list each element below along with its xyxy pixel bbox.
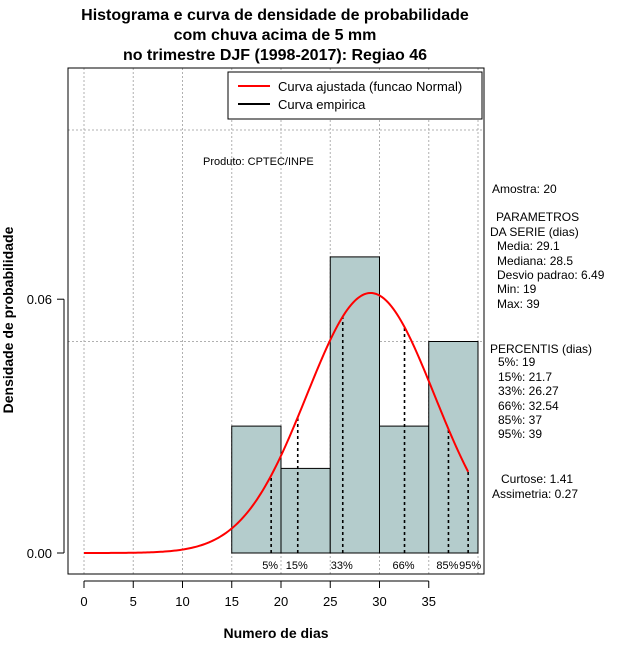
- percentile-33: 33%: 26.27: [498, 384, 559, 398]
- percentile-labels: 5% 15% 33% 66% 85% 95%: [262, 560, 481, 572]
- percentile-lines: [270, 316, 469, 553]
- x-tick-label: 20: [274, 594, 288, 609]
- statistics-panel: Amostra: 20 PARAMETROS DA SERIE (dias) M…: [490, 182, 605, 501]
- normal-fit-curve: [84, 291, 470, 554]
- histogram-bars: [231, 256, 479, 554]
- legend-fit-label: Curva ajustada (funcao Normal): [278, 79, 462, 94]
- percentile-label: 85%: [436, 560, 458, 572]
- x-tick-label: 10: [175, 594, 189, 609]
- x-axis-title: Numero de dias: [223, 625, 328, 641]
- y-axis-title: Densidade de probabilidade: [0, 226, 16, 413]
- stat-skewness: Assimetria: 0.27: [492, 487, 578, 501]
- x-axis: 0 5 10 15 20 25 30 35: [80, 580, 436, 609]
- y-axis: 0.00 0.06: [27, 292, 65, 561]
- percentile-label: 15%: [286, 560, 308, 572]
- histogram-bar: [379, 425, 430, 554]
- legend-box: [227, 71, 483, 120]
- histogram-bar: [231, 425, 282, 554]
- chart-title-line-3: no trimestre DJF (1998-2017): Regiao 46: [123, 47, 427, 64]
- chart-title-line-1: Histograma e curva de densidade de proba…: [81, 7, 469, 24]
- x-tick-label: 35: [422, 594, 436, 609]
- percentile-15: 15%: 21.7: [498, 370, 552, 384]
- legend: Curva ajustada (funcao Normal) Curva emp…: [227, 71, 483, 120]
- percentile-label: 95%: [459, 560, 481, 572]
- histogram-bar: [428, 341, 479, 554]
- histogram-bar: [280, 467, 331, 554]
- percentile-95: 95%: 39: [498, 427, 542, 441]
- stat-min: Min: 19: [497, 282, 537, 296]
- stat-median: Mediana: 28.5: [497, 254, 573, 268]
- legend-empirical-label: Curva empirica: [278, 97, 366, 112]
- y-tick-label: 0.06: [27, 292, 52, 307]
- percentile-85: 85%: 37: [498, 413, 542, 427]
- x-tick-label: 30: [372, 594, 386, 609]
- percentile-5: 5%: 19: [498, 355, 536, 369]
- product-annotation: Produto: CPTEC/INPE: [203, 156, 314, 168]
- chart-title-line-2: com chuva acima de 5 mm: [174, 27, 377, 44]
- percentile-label: 33%: [331, 560, 353, 572]
- percentiles-header: PERCENTIS (dias): [490, 342, 592, 356]
- sample-size: Amostra: 20: [492, 182, 557, 196]
- percentile-66: 66%: 32.54: [498, 399, 559, 413]
- stat-max: Max: 39: [497, 297, 540, 311]
- y-tick-label: 0.00: [27, 546, 52, 561]
- percentile-label: 5%: [262, 560, 278, 572]
- parameters-header: PARAMETROS: [496, 210, 579, 224]
- percentile-label: 66%: [393, 560, 415, 572]
- stat-std-dev: Desvio padrao: 6.49: [497, 268, 605, 282]
- histogram-bar: [329, 256, 380, 554]
- x-tick-label: 15: [225, 594, 239, 609]
- x-tick-label: 5: [130, 594, 137, 609]
- plot-frame: [67, 67, 485, 575]
- x-tick-label: 0: [80, 594, 87, 609]
- x-tick-label: 25: [323, 594, 337, 609]
- stat-kurtosis: Curtose: 1.41: [501, 472, 573, 486]
- stat-mean: Media: 29.1: [497, 239, 560, 253]
- parameters-subheader: DA SERIE (dias): [490, 225, 579, 239]
